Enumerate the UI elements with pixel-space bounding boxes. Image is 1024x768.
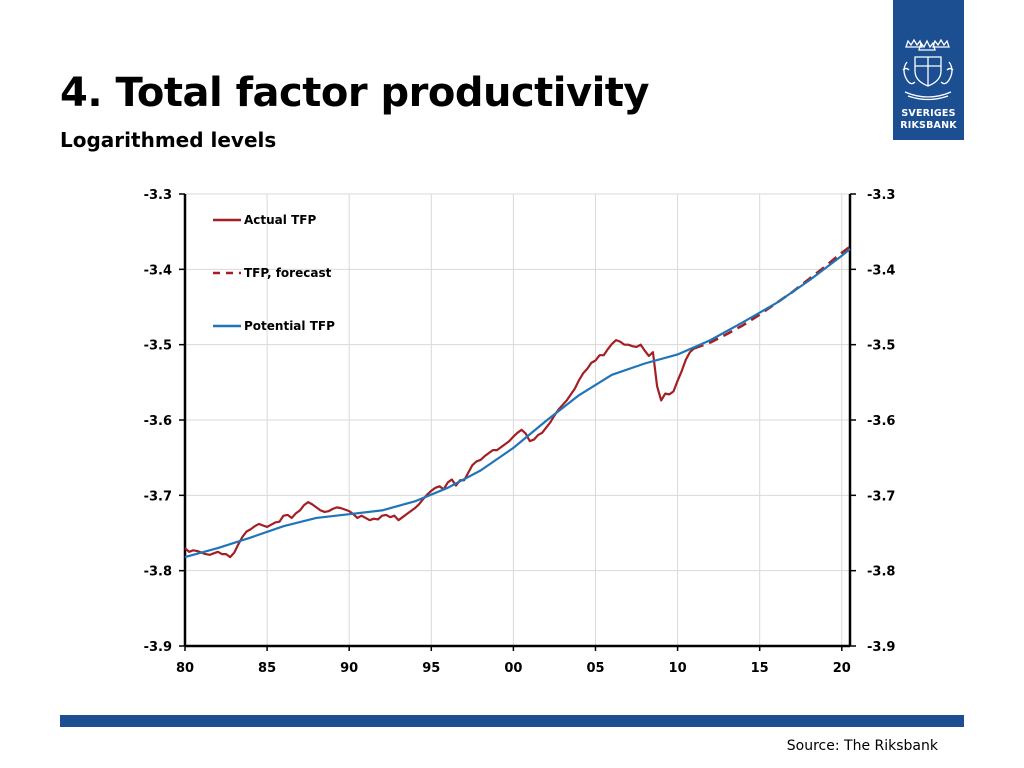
y-tick-label-left: -3.9 (144, 640, 172, 655)
series-line-potential-tfp (184, 248, 851, 559)
y-tick-label-left: -3.4 (144, 263, 172, 278)
tfp-line-chart: -3.3 -3.3 -3.4 -3.4 -3.5 -3.5 -3.6 -3.6 -3.7 -3.7… (144, 188, 896, 676)
y-tick-label-left: -3.7 (144, 489, 172, 504)
x-tick-label: 00 (504, 661, 522, 676)
x-tick-label: 20 (833, 661, 851, 676)
series-line-actual-tfp (184, 339, 695, 559)
source-note: Source: The Riksbank (786, 738, 938, 754)
y-tick-label-right: -3.9 (867, 640, 895, 655)
page-title: 4. Total factor productivity (60, 70, 650, 116)
legend-label: Actual TFP (244, 213, 316, 227)
x-tick-label: 15 (751, 661, 769, 676)
y-tick-label-left: -3.8 (144, 565, 172, 580)
page-subtitle: Logarithmed levels (60, 128, 277, 152)
logo-text-line1: SVERIGES (901, 108, 956, 119)
x-tick-label: 85 (258, 661, 276, 676)
legend-label: TFP, forecast (244, 266, 332, 280)
crown-emblem-icon (902, 38, 954, 101)
y-tick-label-right: -3.3 (867, 188, 895, 203)
x-tick-label: 90 (340, 661, 358, 676)
x-tick-label: 95 (422, 661, 440, 676)
x-tick-label: 05 (586, 661, 604, 676)
y-tick-label-left: -3.6 (144, 414, 172, 429)
y-tick-label-right: -3.6 (867, 414, 895, 429)
y-tick-label-right: -3.7 (867, 489, 895, 504)
y-tick-label-right: -3.8 (867, 565, 895, 580)
y-tick-label-left: -3.5 (144, 339, 172, 354)
x-tick-label: 10 (669, 661, 687, 676)
riksbank-logo: SVERIGES RIKSBANK (893, 0, 964, 140)
x-tick-label: 80 (176, 661, 194, 676)
series-line-tfp-forecast (693, 245, 851, 350)
y-tick-label-left: -3.3 (144, 188, 172, 203)
logo-text-line2: RIKSBANK (900, 120, 957, 131)
y-tick-label-right: -3.5 (867, 339, 895, 354)
footer-bar (60, 715, 964, 727)
legend-label: Potential TFP (244, 319, 335, 333)
y-tick-label-right: -3.4 (867, 263, 895, 278)
